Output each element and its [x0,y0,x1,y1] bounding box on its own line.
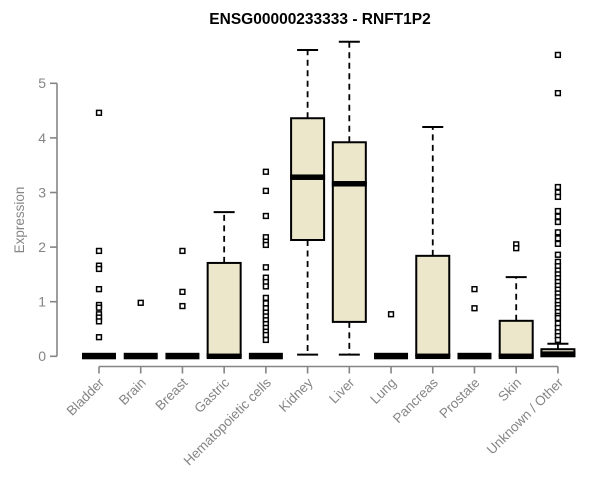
box [415,254,451,358]
outlier-point [262,264,270,271]
outlier-point [95,265,103,273]
outlier-point [554,218,562,226]
x-category-label: Brain [116,375,149,408]
median-line [290,174,326,180]
outlier-point [554,235,562,242]
outlier-point [95,304,103,311]
y-tick-label: 1 [38,294,46,310]
outlier-point [554,229,562,236]
x-category-label: Liver [326,375,358,407]
x-category-label: Unknown / Other [484,375,567,458]
box [498,319,534,358]
median-line [498,353,534,360]
x-category-label: Pancreas [390,375,441,426]
outlier-point [262,336,270,344]
y-tick-label: 0 [38,348,46,364]
box [206,261,242,358]
outlier-point [471,285,478,293]
y-tick-label: 5 [38,75,46,91]
outlier-point [95,247,103,255]
outlier-point [387,311,395,318]
x-category-label: Bladder [64,375,108,419]
y-axis-label: Expression [12,187,27,254]
box [331,141,367,323]
outlier-point [554,207,562,215]
outlier-point [554,89,562,97]
y-tick-label: 3 [38,184,46,200]
y-tick-label: 4 [38,130,46,146]
outlier-point [262,187,270,195]
median-line [415,353,451,360]
outlier-point [262,241,270,249]
collapsed-box [457,352,492,360]
outlier-point [554,251,562,258]
x-category-label: Prostate [436,375,482,421]
outlier-point [262,168,270,175]
x-category-label: Gastric [191,375,232,416]
chart-title: ENSG00000233333 - RNFT1P2 [209,11,430,28]
outlier-point [554,193,562,201]
outlier-point [179,247,186,255]
median-line [331,181,367,187]
outlier-point [262,212,270,220]
collapsed-box [374,352,409,360]
y-tick-label: 2 [38,239,46,255]
collapsed-box [165,352,200,360]
outlier-point [513,245,520,252]
collapsed-box [123,352,158,360]
x-category-label: Lung [367,375,399,407]
outlier-point [95,334,103,341]
outlier-point [262,294,270,302]
collapsed-box [248,352,283,360]
outlier-point [137,299,144,306]
outlier-point [95,109,103,116]
x-category-label: Breast [152,375,190,413]
outlier-point [554,213,562,220]
collapsed-box [82,352,116,360]
outlier-point [554,51,562,59]
x-category-label: Skin [495,375,524,404]
outlier-point [262,331,270,339]
outlier-point [554,240,562,247]
outlier-point [554,336,562,344]
outlier-point [262,300,270,307]
outlier-point [471,305,478,312]
outlier-point [554,183,562,191]
outlier-point [95,318,103,325]
outlier-point [554,314,562,322]
median-line [206,353,242,360]
x-category-label: Kidney [276,375,316,415]
outlier-point [95,285,103,293]
outlier-point [179,302,186,310]
outlier-point [179,288,186,296]
median-line [540,351,576,357]
outlier-point [262,283,270,290]
